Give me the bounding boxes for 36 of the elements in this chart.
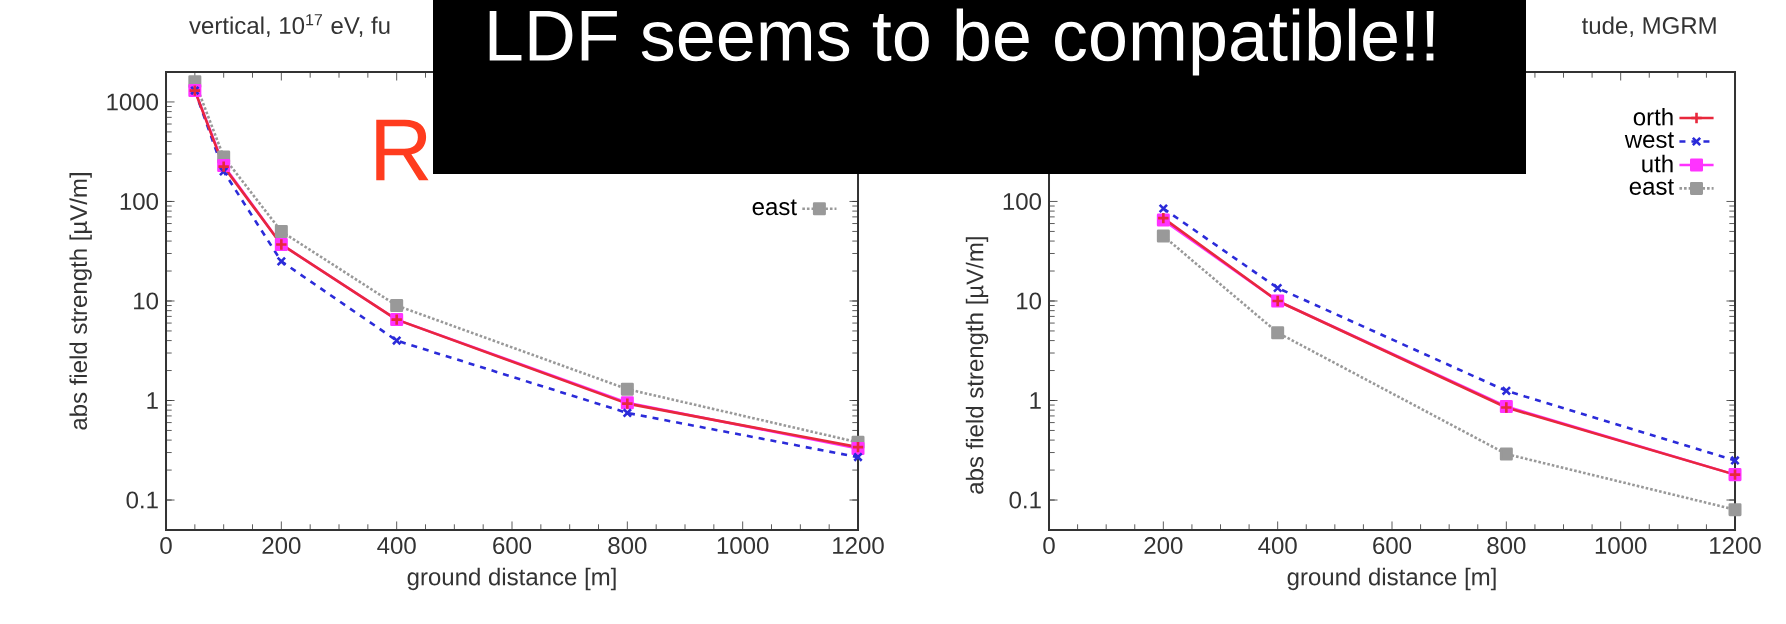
legend-label: west [1624, 132, 1674, 148]
x-tick-label: 400 [1258, 537, 1297, 555]
chart-title: vertical, 10$^{17}$ eV, fu [189, 14, 390, 37]
x-tick-label: 1000 [1595, 537, 1647, 555]
y-tick-label: 10 [134, 292, 159, 310]
y-tick-label: 100 [1003, 192, 1042, 210]
annotation: LDF seems to be compatible!! [489, 8, 1434, 76]
x-axis-title: ground distance [m] [407, 567, 616, 591]
x-tick-label: 1000 [717, 537, 769, 555]
y-tick-label: 10 [1017, 292, 1042, 310]
y-tick-label: 1 [147, 392, 158, 409]
legend-label: east [1629, 179, 1674, 195]
x-tick-label: 0 [160, 537, 172, 555]
y-tick-label: 0.1 [1009, 491, 1041, 509]
x-tick-label: 200 [262, 537, 301, 555]
y-tick-label: 1 [1030, 392, 1041, 409]
chart-title: tude, MGRM [1582, 16, 1716, 37]
x-tick-label: 1200 [833, 537, 884, 555]
x-tick-label: 800 [608, 537, 647, 555]
legend-label: east [752, 199, 797, 216]
x-tick-label: 1200 [1710, 537, 1761, 555]
y-tick-label: 1000 [107, 93, 159, 111]
y-tick-label: 0.1 [126, 491, 158, 509]
x-axis-title: ground distance [m] [1287, 567, 1496, 591]
annotation: R [376, 119, 429, 181]
y-axis-title: abs field strength [µV/m] [69, 173, 92, 430]
x-tick-label: 800 [1487, 537, 1526, 555]
legend-label: orth [1633, 107, 1673, 126]
x-tick-label: 200 [1144, 537, 1183, 555]
x-tick-label: 600 [1373, 537, 1412, 555]
x-tick-label: 600 [493, 537, 532, 555]
x-tick-label: 0 [1043, 537, 1055, 555]
y-tick-label: 100 [120, 192, 159, 210]
legend-label: uth [1642, 154, 1673, 173]
x-tick-label: 400 [377, 537, 416, 555]
y-axis-title: abs field strength [µV/m] [965, 237, 989, 494]
